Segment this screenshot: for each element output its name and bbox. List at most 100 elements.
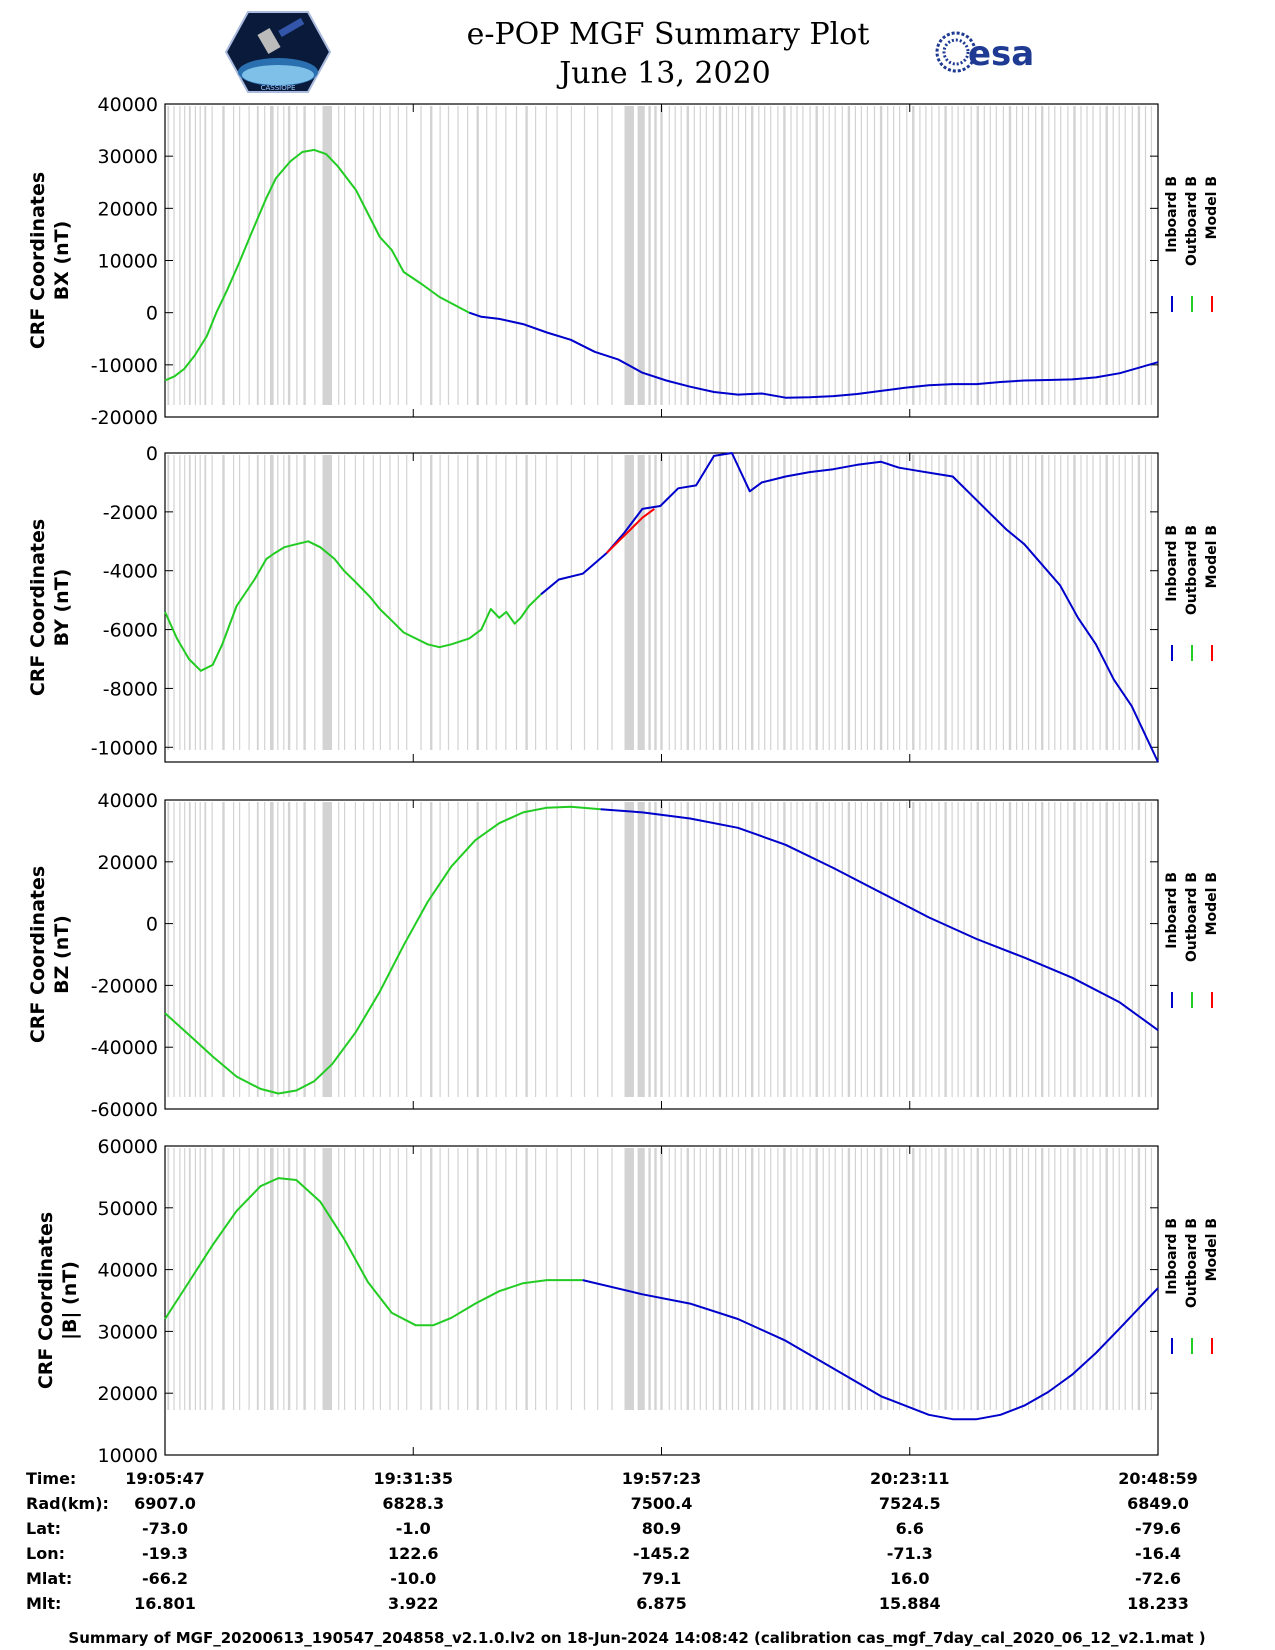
gap-band (624, 106, 634, 405)
series-outboard-b (164, 540, 542, 672)
gap-band (1041, 1148, 1044, 1410)
gap-band (1002, 455, 1004, 750)
gap-band (344, 1148, 346, 1410)
gap-band (222, 1148, 225, 1410)
gap-band (887, 1148, 889, 1410)
gap-band (389, 1148, 391, 1410)
gap-band (674, 1148, 676, 1410)
gap-band (239, 106, 241, 405)
gap-band (764, 1148, 766, 1410)
gap-band (457, 802, 459, 1097)
gap-band (314, 802, 316, 1097)
gap-band (828, 802, 830, 1097)
gap-band (783, 455, 786, 750)
gap-band (535, 1148, 537, 1410)
gap-band (648, 1148, 651, 1410)
gap-band (693, 1148, 695, 1410)
gap-band (420, 1148, 422, 1410)
earth-glow (242, 65, 314, 85)
gap-band (624, 455, 634, 750)
y-tick-label: 60000 (98, 1136, 158, 1158)
gap-band (1137, 1148, 1141, 1410)
gap-band (476, 802, 479, 1097)
gap-band (1086, 1148, 1088, 1410)
gap-band (597, 1148, 599, 1410)
gap-band (847, 1148, 851, 1410)
gap-band (1008, 455, 1012, 750)
gap-band (1105, 1148, 1108, 1410)
gap-band (815, 1148, 818, 1410)
gap-band (1054, 802, 1056, 1097)
gap-band (184, 455, 186, 750)
gap-band (1131, 455, 1133, 750)
gap-band (611, 106, 613, 405)
gap-band (912, 1148, 915, 1410)
gap-band (1092, 802, 1094, 1097)
y-axis-label-line2: BZ (nT) (51, 915, 73, 994)
gap-band (556, 802, 558, 1097)
gap-band (1048, 1148, 1050, 1410)
gap-band (906, 802, 908, 1097)
gap-band (660, 455, 663, 750)
gap-band (583, 1148, 586, 1410)
gap-band (668, 1148, 670, 1410)
gap-band (854, 802, 856, 1097)
gap-band (712, 106, 714, 405)
y-axis-label-line2: BY (nT) (51, 569, 73, 647)
gap-band (1073, 455, 1076, 750)
gap-band (363, 1148, 365, 1410)
gap-band (822, 802, 824, 1097)
gap-band (648, 106, 651, 405)
orbit-info-table: Time: Rad(km): Lat: Lon: Mlat: Mlt: 19:05:47 69… (26, 1469, 1198, 1613)
gap-band (283, 802, 285, 1097)
gap-band (1131, 802, 1133, 1097)
gap-band (737, 1148, 740, 1410)
gap-band (1144, 455, 1147, 750)
gap-band (809, 455, 811, 750)
gap-band (256, 106, 259, 405)
gap-band (397, 455, 399, 750)
gap-band (938, 106, 940, 405)
cassiope-logo-text: CASSIOPE (261, 84, 296, 92)
gap-band (1073, 106, 1076, 405)
gap-band (1112, 455, 1114, 750)
gap-band (737, 802, 740, 1097)
gap-band (1054, 106, 1056, 405)
gap-band (439, 802, 441, 1097)
gap-band (815, 455, 818, 750)
gap-band (515, 106, 518, 405)
gap-band (264, 802, 266, 1097)
gap-band (654, 106, 657, 405)
gap-band (725, 455, 728, 750)
y-tick-label: -4000 (103, 561, 158, 583)
gap-band (354, 1148, 356, 1410)
gap-band (199, 802, 201, 1097)
gap-band (686, 1148, 689, 1410)
gap-band (1035, 802, 1037, 1097)
gap-band (995, 455, 997, 750)
gap-band (938, 802, 940, 1097)
gap-band (686, 802, 689, 1097)
gap-band (525, 1148, 528, 1410)
gap-band (1016, 106, 1018, 405)
gap-band (970, 455, 972, 750)
esa-logo-mark (935, 31, 977, 73)
gap-band (188, 802, 191, 1097)
gap-band (397, 802, 399, 1097)
gap-band (1124, 802, 1126, 1097)
gap-band (233, 106, 235, 405)
gap-band (1021, 106, 1024, 405)
gap-band (545, 106, 547, 405)
gap-band (860, 106, 862, 405)
gap-band (976, 802, 979, 1097)
gap-band (777, 1148, 779, 1410)
gap-band (866, 106, 868, 405)
gap-band (495, 455, 497, 750)
gap-band (515, 455, 518, 750)
gap-band (1060, 455, 1062, 750)
gap-band (248, 1148, 250, 1410)
info-cell: -66.2 (142, 1569, 188, 1588)
gap-band (239, 802, 241, 1097)
info-cell: 122.6 (388, 1544, 439, 1563)
y-tick-label: 40000 (98, 790, 158, 812)
